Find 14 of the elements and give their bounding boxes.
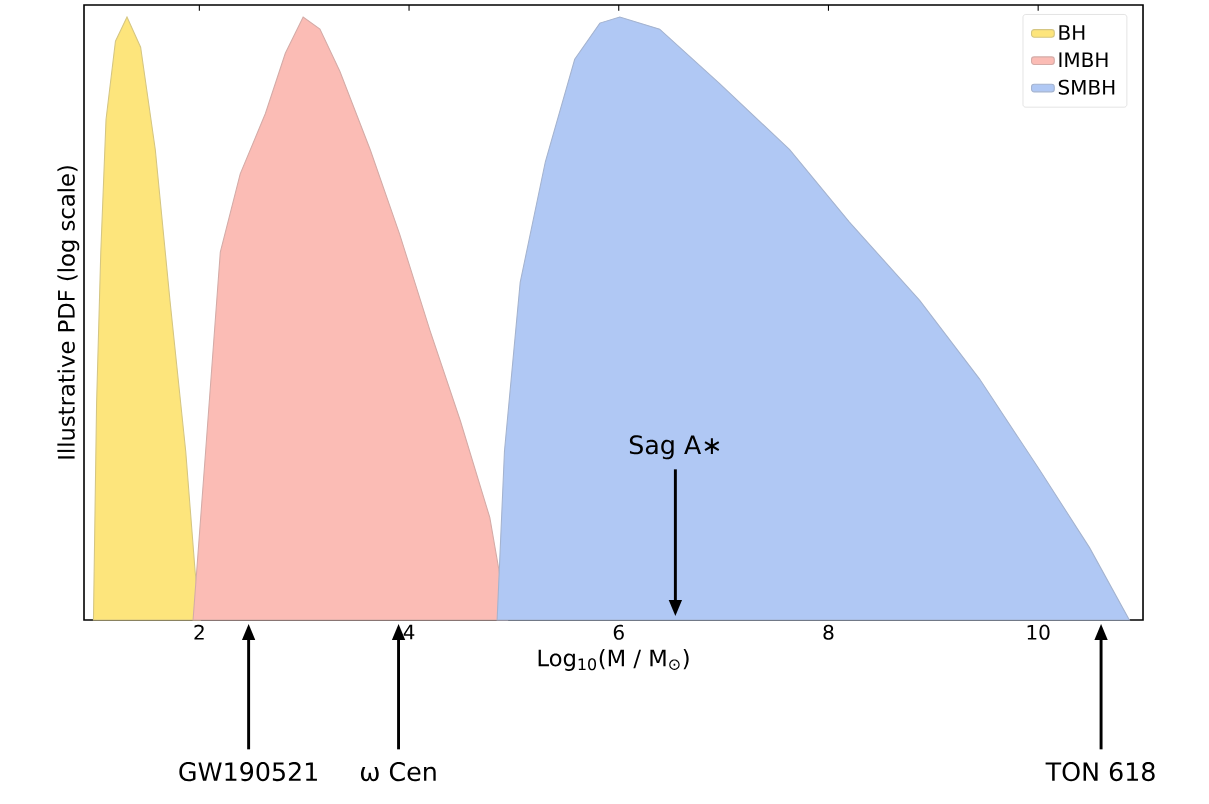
x-axis-title: Log$_{10}$(M / M$_{⊙}$) [538, 648, 689, 671]
legend-label: SMBH [1058, 79, 1115, 95]
x-tick-label: 6 [613, 624, 624, 640]
legend-label: BH [1059, 25, 1085, 40]
legend-label: IMBH [1059, 52, 1108, 67]
x-tick-label: 10 [1027, 624, 1050, 640]
x-tick-label: 4 [403, 624, 415, 640]
ref-line-label: GW190521 [179, 762, 317, 782]
x-tick-label: 2 [194, 624, 204, 640]
ref-line-label: Sag A∗ [629, 435, 720, 460]
ref-line-label: ω Cen [360, 762, 436, 782]
x-tick-label: 8 [823, 624, 834, 640]
y-axis-title: Illustrative PDF (log scale) [57, 166, 80, 459]
ref-line-label: TON 618 [1045, 762, 1155, 782]
